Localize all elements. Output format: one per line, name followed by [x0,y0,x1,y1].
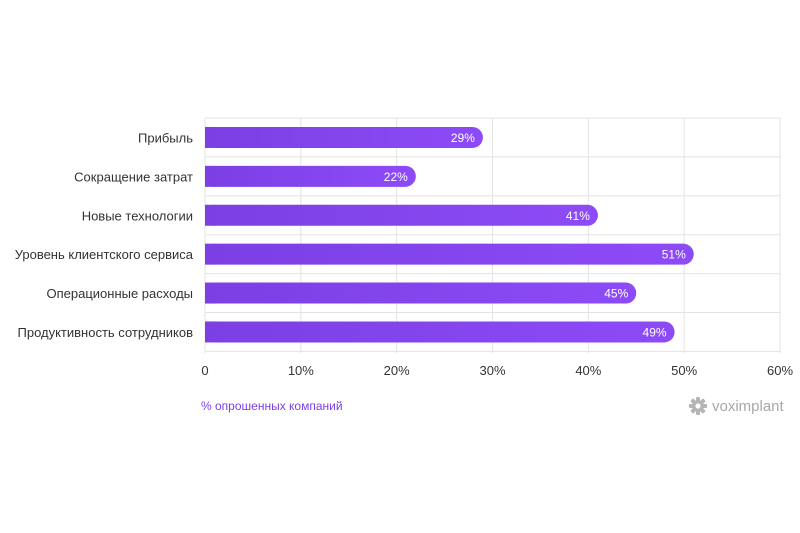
x-tick-label: 20% [384,363,410,378]
bar-base [205,283,216,304]
x-tick-label: 30% [479,363,505,378]
bar [205,321,675,342]
bar-base [205,166,216,187]
category-label: Сокращение затрат [74,169,193,184]
x-tick-label: 40% [575,363,601,378]
bar [205,127,483,148]
category-label: Новые технологии [82,208,193,223]
voximplant-gear-icon [688,396,708,416]
x-tick-label: 60% [767,363,793,378]
x-tick-label: 50% [671,363,697,378]
data-label: 49% [643,325,667,339]
category-label: Прибыль [138,130,193,145]
x-tick-label: 10% [288,363,314,378]
x-tick-label: 0 [201,363,208,378]
data-label: 29% [451,131,475,145]
logo-text: voximplant [712,398,784,415]
voximplant-logo: voximplant [688,396,784,416]
bar-base [205,205,216,226]
bar-base [205,127,216,148]
category-label: Операционные расходы [46,286,193,301]
data-label: 41% [566,209,590,223]
bar-base [205,321,216,342]
grid [205,118,780,353]
bar [205,205,598,226]
x-axis-label: % опрошенных компаний [201,399,343,413]
data-label: 22% [384,170,408,184]
bar [205,244,694,265]
category-label: Продуктивность сотрудников [18,325,194,340]
category-label: Уровень клиентского сервиса [15,247,194,262]
bar [205,283,636,304]
bar-base [205,244,216,265]
data-label: 45% [604,287,628,301]
data-label: 51% [662,248,686,262]
